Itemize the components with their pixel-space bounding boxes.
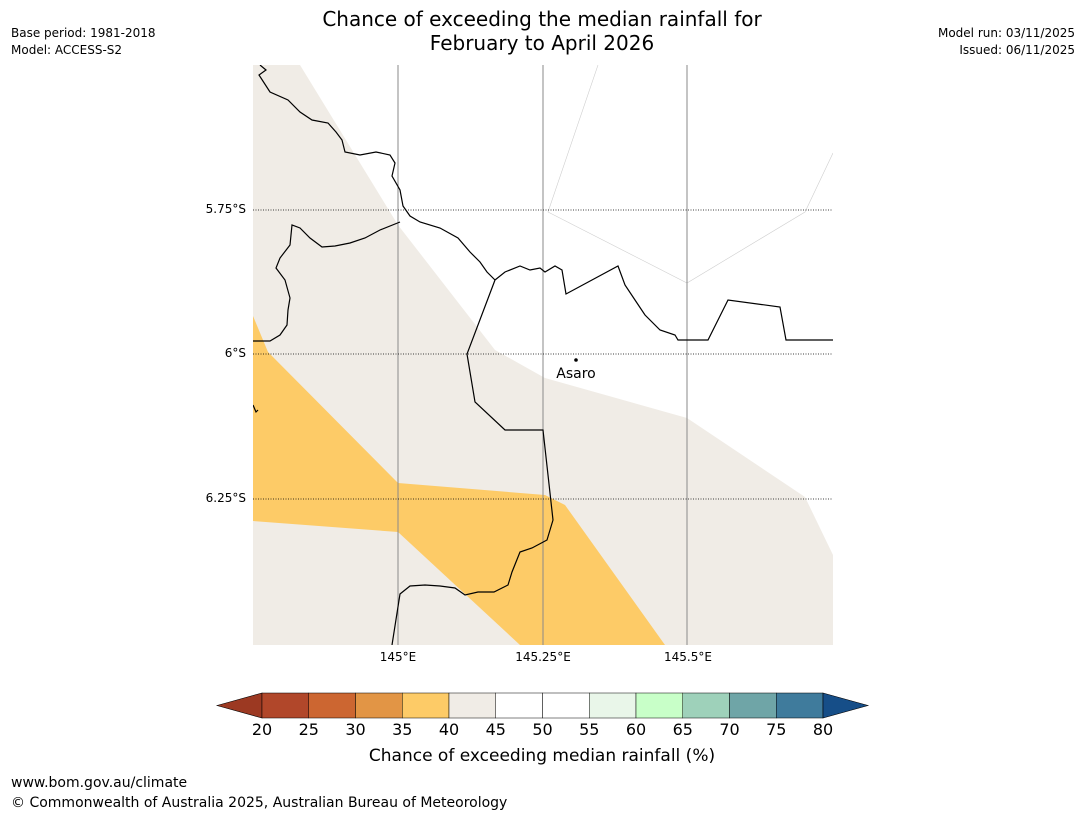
boundary-fragment <box>253 404 259 414</box>
page-title: Chance of exceeding the median rainfall … <box>242 7 842 55</box>
metadata-left: Base period: 1981-2018 Model: ACCESS-S2 <box>11 25 156 59</box>
legend-tick-label: 55 <box>579 720 599 739</box>
legend-swatch <box>776 692 824 719</box>
legend-tick-label: 75 <box>766 720 786 739</box>
map-area <box>253 65 833 645</box>
base-period-text: Base period: 1981-2018 <box>11 26 156 40</box>
legend-tick-label: 30 <box>345 720 365 739</box>
footer-url: www.bom.gov.au/climate <box>11 775 188 791</box>
legend-swatch <box>589 692 637 719</box>
legend-swatch <box>682 692 730 719</box>
lat-label: 6.25°S <box>206 491 246 505</box>
footer-copyright: © Commonwealth of Australia 2025, Austra… <box>11 795 508 811</box>
legend-tick-label: 60 <box>626 720 646 739</box>
legend-tick-label: 25 <box>299 720 319 739</box>
legend-tick-label: 35 <box>392 720 412 739</box>
boundary-west <box>253 221 401 342</box>
legend-tick-label: 65 <box>673 720 693 739</box>
legend-swatch <box>542 692 590 719</box>
legend-swatch <box>495 692 543 719</box>
legend-swatch <box>308 692 356 719</box>
lat-label: 5.75°S <box>206 202 246 216</box>
legend-swatch <box>261 692 309 719</box>
lat-label: 6°S <box>225 346 246 360</box>
metadata-right: Model run: 03/11/2025 Issued: 06/11/2025 <box>938 25 1075 59</box>
title-line-2: February to April 2026 <box>429 31 655 55</box>
model-run-text: Model run: 03/11/2025 <box>937 26 1075 40</box>
legend-tick-label: 70 <box>719 720 739 739</box>
boundary-east <box>494 265 833 341</box>
legend-tick-label: 80 <box>813 720 833 739</box>
legend-swatch <box>402 692 450 719</box>
legend-swatch <box>729 692 777 719</box>
legend-extend-low <box>215 692 263 719</box>
legend-extend-high <box>822 692 870 719</box>
legend-colorbar <box>215 692 870 719</box>
region-35-40 <box>253 316 665 645</box>
title-line-1: Chance of exceeding the median rainfall … <box>322 7 762 31</box>
legend-tick-label: 45 <box>486 720 506 739</box>
legend-tick-label: 40 <box>439 720 459 739</box>
lon-label: 145°E <box>380 650 417 664</box>
legend-tick-label: 20 <box>252 720 272 739</box>
model-text: Model: ACCESS-S2 <box>11 43 123 57</box>
lon-label: 145.25°E <box>515 650 571 664</box>
legend-tick-labels: 20 25 30 35 40 45 50 55 60 65 70 75 80 <box>252 720 833 739</box>
issued-text: Issued: 06/11/2025 <box>959 43 1075 57</box>
lon-label: 145.5°E <box>664 650 712 664</box>
legend-tick-label: 50 <box>532 720 552 739</box>
boundary-central <box>391 279 554 645</box>
legend-swatch <box>635 692 683 719</box>
boundary-northwest <box>258 65 496 281</box>
legend-swatch <box>355 692 403 719</box>
legend-swatch <box>448 692 496 719</box>
town-marker-dot <box>574 358 578 362</box>
place-label-asaro: Asaro <box>556 366 595 382</box>
legend-label: Chance of exceeding median rainfall (%) <box>369 746 715 766</box>
